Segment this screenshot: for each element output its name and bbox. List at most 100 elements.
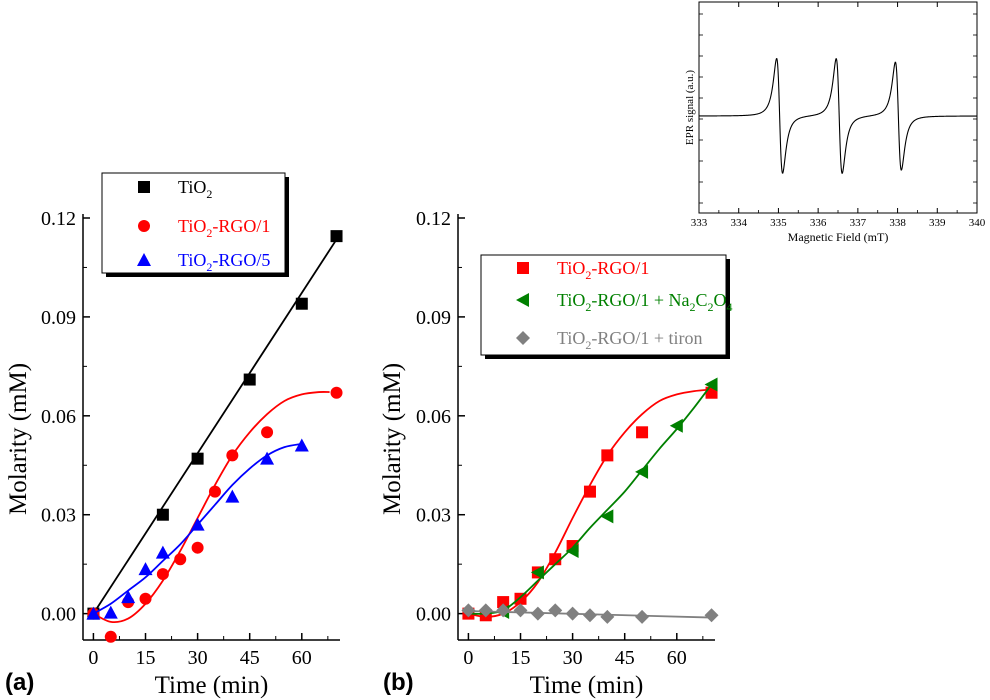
data-point [261, 426, 274, 439]
x-tick-label: 45 [240, 647, 260, 669]
data-point [478, 603, 493, 618]
fit-line [93, 391, 330, 624]
data-point [530, 606, 545, 621]
series-tio2-rgo-1 [462, 386, 718, 622]
data-point [704, 377, 718, 392]
legend-label: TiO2-RGO/1 [178, 216, 270, 240]
legend-label: TiO2-RGO/1 + Na2C2O4 [557, 290, 733, 314]
data-point [565, 543, 579, 558]
inset-x-tick-label: 335 [770, 217, 787, 229]
data-point [513, 603, 528, 618]
inset-x-tick-label: 334 [730, 217, 747, 229]
x-tick-label: 15 [511, 647, 531, 669]
legend-text: TiO [557, 258, 585, 278]
data-point [330, 230, 343, 243]
series-tio2-rgo-5 [86, 438, 309, 620]
y-tick-label: 0.12 [416, 208, 451, 230]
series-tio2-rgo-1 [87, 386, 343, 643]
data-point [583, 485, 596, 498]
y-tick-label: 0.00 [41, 604, 76, 626]
data-point [174, 553, 187, 566]
legend-text: TiO [178, 177, 206, 197]
legend-text: -RGO/1 + tiron [591, 328, 702, 348]
fit-line [468, 383, 713, 615]
legend-text: TiO [557, 290, 585, 310]
inset-y-axis-label: EPR signal (a.u.) [684, 70, 696, 145]
data-point [191, 541, 204, 554]
x-tick-label: 60 [292, 647, 312, 669]
y-tick-label: 0.12 [41, 208, 76, 230]
legend-box [101, 172, 286, 274]
epr-trace [699, 58, 977, 174]
panel-b: 0 15 30 45 60 0.00 0.03 0.06 0.09 0.12 Time (min) M… [379, 208, 733, 699]
x-tick-label: 15 [136, 647, 156, 669]
legend-subscript: 2 [206, 226, 212, 240]
data-point [294, 438, 309, 452]
legend-marker [138, 181, 150, 193]
legend-text: -RGO/1 [212, 216, 270, 236]
inset-frame [698, 1, 978, 214]
legend-marker [138, 220, 150, 232]
series-tio2-rgo-1-tiron [461, 603, 719, 624]
data-point [138, 562, 153, 576]
legend-text: C [696, 290, 708, 310]
legend-marker [516, 293, 529, 307]
panel-label: (a) [5, 669, 34, 696]
legend-marker [516, 331, 530, 345]
data-point [226, 449, 239, 462]
legend-label: TiO2-RGO/1 [557, 258, 649, 282]
data-point [260, 451, 275, 465]
data-point [155, 545, 170, 559]
legend-subscript: 2 [206, 187, 212, 201]
y-tick-label: 0.06 [41, 406, 76, 428]
inset-x-tick-label: 337 [850, 217, 867, 229]
y-tick-label: 0.06 [416, 406, 451, 428]
data-point [600, 609, 615, 624]
legend-text: O [714, 290, 727, 310]
data-point [461, 603, 476, 618]
data-point [636, 426, 649, 439]
data-point [565, 606, 580, 621]
y-tick-label: 0.03 [41, 505, 76, 527]
y-tick-label: 0.09 [41, 307, 76, 329]
series-tio2 [87, 230, 343, 620]
data-point [635, 609, 650, 624]
y-axis-label: Molarity (mM) [379, 363, 406, 515]
legend-subscript: 2 [585, 338, 591, 352]
x-tick-label: 0 [88, 647, 98, 669]
legend-text: -RGO/5 [212, 250, 270, 270]
legend-label: TiO2-RGO/1 + tiron [557, 328, 703, 352]
legend-subscript: 2 [585, 268, 591, 282]
data-point [600, 509, 614, 524]
x-axis-label: Time (min) [530, 672, 644, 699]
fit-line [92, 238, 338, 615]
x-axis-label: Time (min) [155, 672, 269, 699]
y-axis-label: Molarity (mM) [5, 363, 32, 515]
data-point [243, 373, 256, 386]
legend-subscript: 2 [708, 300, 714, 314]
epr-inset: 333 334 335 336 337 338 339 340 Magnetic Field (… [684, 1, 986, 244]
y-tick-label: 0.03 [416, 505, 451, 527]
data-point [330, 386, 343, 399]
x-tick-label: 30 [188, 647, 208, 669]
data-point [86, 606, 101, 620]
inset-x-tick-label: 340 [969, 217, 986, 229]
inset-x-tick-label: 336 [810, 217, 827, 229]
data-point [208, 485, 221, 498]
y-tick-label: 0.00 [416, 604, 451, 626]
data-point [156, 508, 169, 521]
inset-x-tick-label: 339 [929, 217, 946, 229]
data-point [582, 608, 597, 623]
data-point [104, 630, 117, 643]
legend-subscript: 2 [690, 300, 696, 314]
data-point [548, 603, 563, 618]
data-point [190, 517, 205, 531]
legend-text: TiO [557, 328, 585, 348]
panel-a: 0 15 30 45 60 0.00 0.03 0.06 0.09 0.12 Time (min) M… [5, 172, 343, 699]
data-point [669, 418, 683, 433]
data-point [496, 603, 511, 618]
legend-text: -RGO/1 [591, 258, 649, 278]
legend-text: TiO [178, 250, 206, 270]
series-tio2-rgo-1-na2c2o4 [468, 377, 718, 619]
legend-marker [137, 253, 151, 266]
